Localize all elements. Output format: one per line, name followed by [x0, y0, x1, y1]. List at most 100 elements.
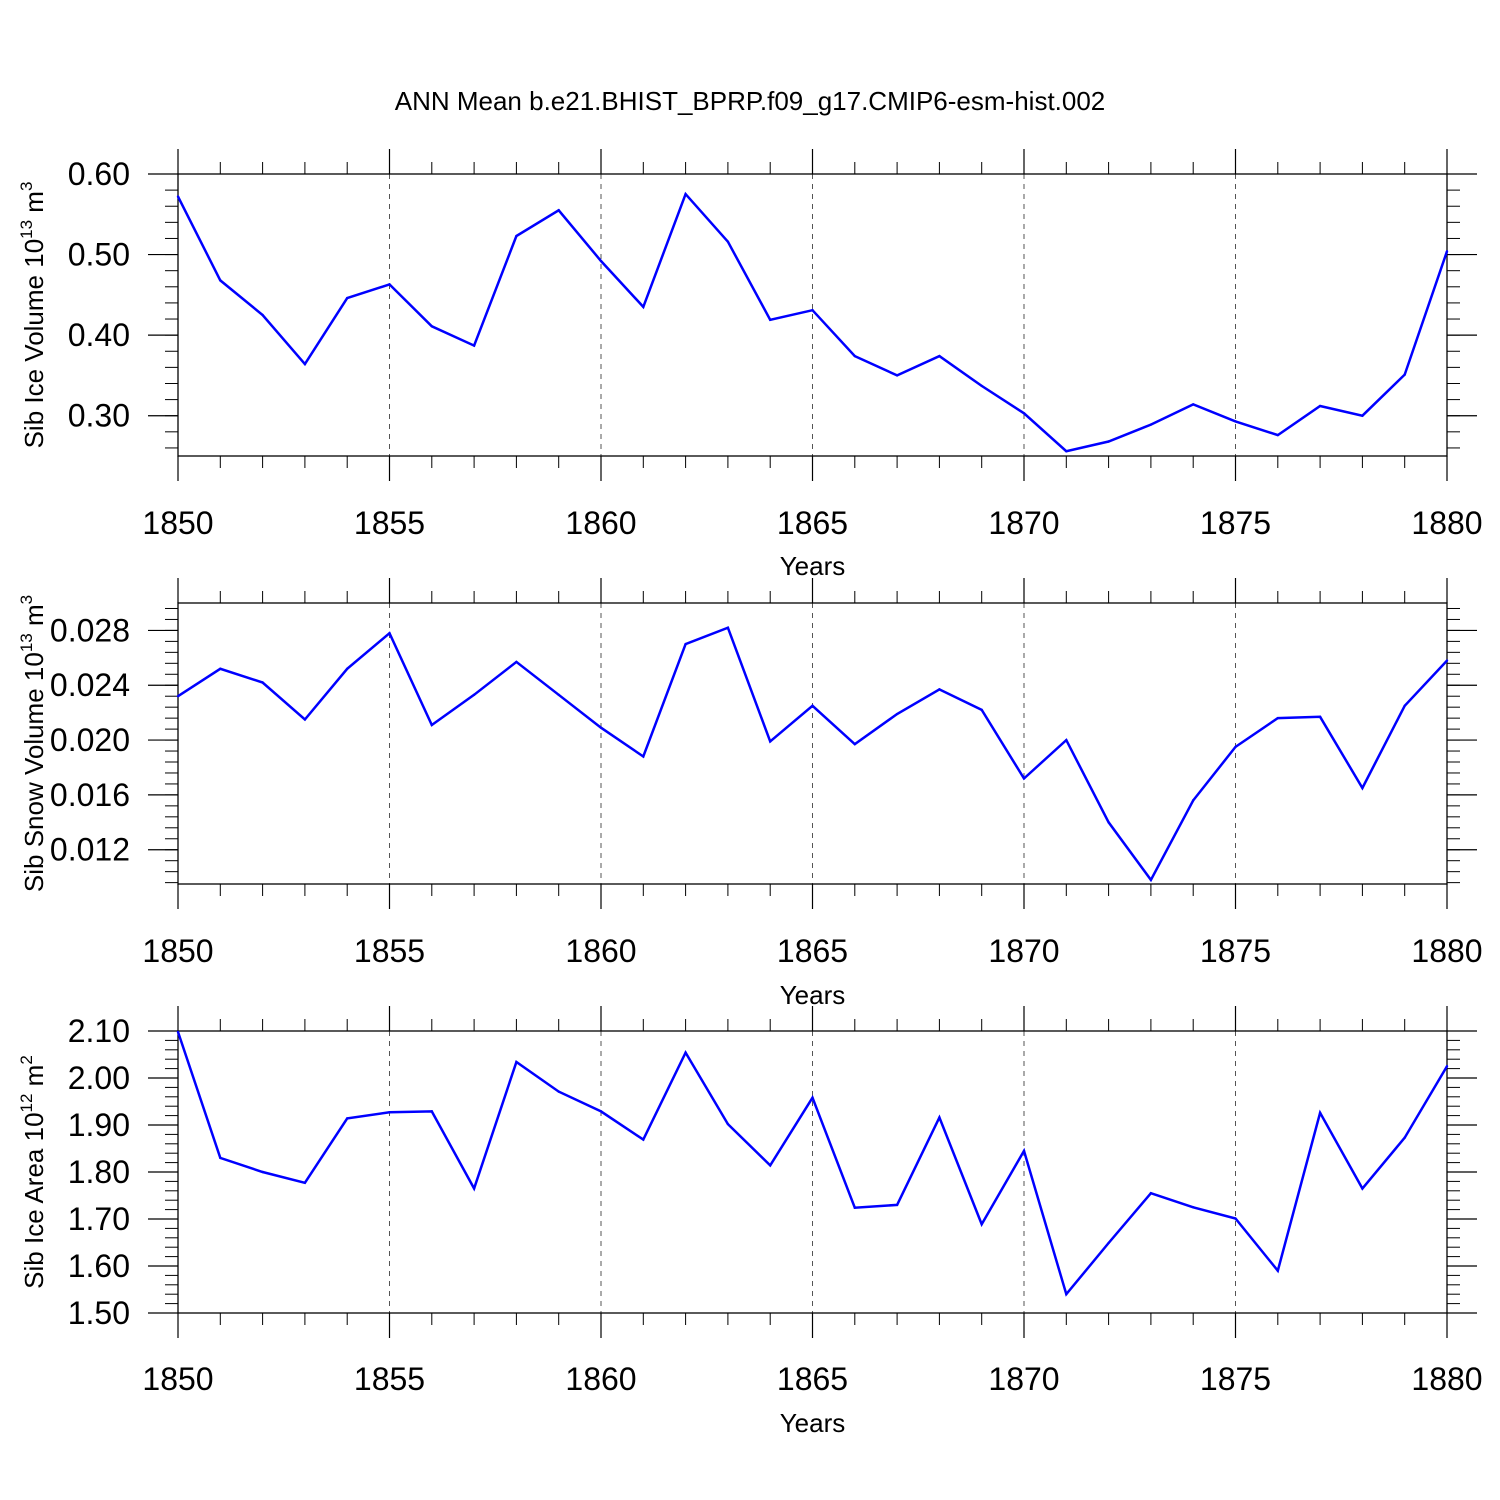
y-tick-label: 0.40: [68, 317, 130, 353]
data-point: [1022, 412, 1026, 415]
data-point: [811, 704, 814, 708]
data-point: [769, 1164, 772, 1167]
data-point: [1234, 745, 1237, 749]
y-axis-title: Sib Ice Area 1012 m2: [17, 1055, 49, 1289]
y-tick-label: 0.016: [50, 777, 130, 813]
data-point: [642, 755, 645, 758]
data-point: [261, 681, 264, 684]
data-point: [557, 1090, 560, 1093]
data-point: [472, 344, 476, 347]
data-point: [1192, 403, 1195, 406]
y-tick-label: 1.70: [68, 1201, 130, 1237]
data-point: [980, 708, 983, 712]
y-tick-label: 0.60: [68, 156, 130, 192]
data-point: [853, 742, 856, 746]
data-point: [938, 688, 941, 691]
data-point: [515, 234, 518, 238]
data-point: [1361, 1187, 1364, 1190]
y-axis-title: Sib Snow Volume 1013 m3: [17, 595, 49, 892]
data-point: [1149, 878, 1153, 882]
data-point: [599, 726, 603, 729]
data-point: [1276, 1269, 1280, 1272]
x-tick-label: 1870: [988, 1361, 1059, 1397]
data-point: [1445, 250, 1449, 253]
data-point: [219, 667, 222, 670]
x-tick-label: 1850: [142, 1361, 213, 1397]
data-point: [1318, 1111, 1322, 1114]
data-point: [1065, 449, 1068, 453]
y-tick-label: 0.012: [50, 832, 130, 868]
x-tick-label: 1865: [777, 933, 848, 969]
y-axis-title-unit-exponent: 2: [17, 1055, 36, 1064]
x-tick-label: 1870: [988, 505, 1059, 541]
data-point: [472, 693, 476, 697]
data-point: [1022, 1149, 1026, 1153]
data-point: [388, 631, 391, 635]
data-point: [1107, 440, 1110, 443]
x-tick-label: 1860: [565, 505, 636, 541]
y-tick-label: 0.020: [50, 722, 130, 758]
data-point: [684, 192, 687, 196]
data-point: [895, 374, 899, 377]
data-point: [1445, 1065, 1449, 1068]
data-point: [1107, 821, 1110, 824]
data-point: [895, 712, 899, 716]
data-point: [430, 325, 433, 328]
data-point: [1192, 799, 1195, 802]
data-point: [303, 362, 307, 366]
y-axis-title-unit: m: [19, 191, 49, 220]
data-point: [430, 723, 433, 727]
x-tick-label: 1860: [565, 933, 636, 969]
y-tick-label: 2.00: [68, 1060, 130, 1096]
data-point: [1318, 404, 1322, 408]
data-point: [1107, 1241, 1110, 1245]
data-point: [303, 1181, 307, 1185]
data-point: [1403, 704, 1406, 708]
data-point: [1065, 1293, 1068, 1296]
data-point: [1234, 1217, 1237, 1220]
data-point: [261, 1170, 264, 1174]
x-axis-title: Years: [780, 980, 846, 1010]
data-point: [1192, 1206, 1195, 1209]
data-point: [1318, 715, 1322, 718]
panel-ice-volume: 1850 1855 1860 1865 1870 1875 1880 Years 0.30 0.4…: [17, 149, 1483, 581]
data-point: [684, 1051, 687, 1054]
data-point: [599, 259, 603, 263]
y-axis-title-exponent: 13: [17, 220, 36, 239]
data-point: [980, 1222, 983, 1226]
data-point: [853, 1206, 856, 1209]
y-tick-label: 0.30: [68, 398, 130, 434]
data-point: [346, 296, 349, 300]
data-point: [388, 1111, 391, 1114]
data-point: [769, 318, 772, 322]
y-axis-title-base: Sib Ice Volume 10: [19, 239, 49, 449]
x-tick-label: 1875: [1200, 933, 1271, 969]
y-axis-title-unit-exponent: 3: [17, 595, 36, 604]
data-point: [176, 695, 180, 698]
y-tick-label: 0.028: [50, 612, 130, 648]
data-point: [303, 718, 307, 721]
y-tick-label: 1.80: [68, 1154, 130, 1190]
y-axis-title-unit: m: [19, 1065, 49, 1094]
data-point: [1149, 423, 1153, 426]
data-point: [346, 1117, 349, 1120]
data-point: [430, 1110, 433, 1113]
x-tick-label: 1855: [354, 505, 425, 541]
y-tick-label: 0.50: [68, 237, 130, 273]
data-point: [726, 626, 730, 629]
data-point: [726, 240, 730, 243]
data-point: [1276, 433, 1280, 437]
data-point: [1403, 1136, 1406, 1139]
data-point: [726, 1122, 730, 1126]
x-tick-label: 1855: [354, 933, 425, 969]
y-tick-label: 1.90: [68, 1107, 130, 1143]
data-point: [557, 693, 560, 697]
x-tick-label: 1875: [1200, 1361, 1271, 1397]
y-axis-title-exponent: 12: [17, 1094, 36, 1113]
x-tick-label: 1860: [565, 1361, 636, 1397]
x-tick-label: 1880: [1411, 933, 1482, 969]
x-tick-label: 1865: [777, 505, 848, 541]
data-point: [1149, 1191, 1153, 1195]
y-axis-title-base: Sib Ice Area 10: [19, 1112, 49, 1288]
data-point: [599, 1110, 603, 1113]
